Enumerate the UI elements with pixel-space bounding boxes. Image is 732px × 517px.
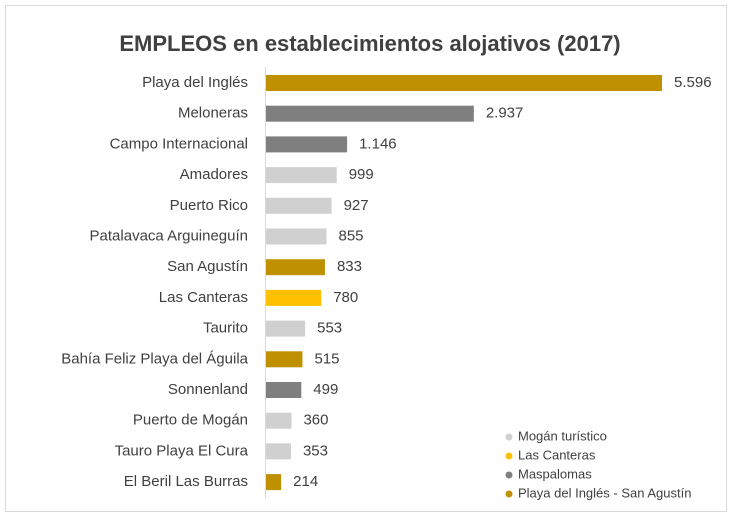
- category-label: Meloneras: [178, 105, 248, 122]
- data-label: 499: [313, 381, 338, 398]
- bar: [266, 136, 348, 153]
- data-label: 1.146: [359, 135, 397, 152]
- data-label: 2.937: [486, 105, 524, 122]
- data-label: 833: [337, 258, 362, 275]
- category-label: San Agustín: [167, 258, 248, 275]
- bar: [266, 443, 291, 460]
- category-label: Sonnenland: [168, 381, 248, 398]
- category-label: Puerto de Mogán: [133, 412, 248, 429]
- legend-marker: [505, 490, 513, 498]
- bar: [266, 382, 302, 398]
- legend-marker: [505, 452, 513, 460]
- data-label: 353: [303, 442, 328, 459]
- category-label: El Beril Las Burras: [124, 473, 248, 490]
- bar: [266, 412, 292, 429]
- category-label: Puerto Rico: [170, 197, 248, 214]
- legend-label: Maspalomas: [518, 466, 592, 481]
- data-label: 515: [314, 350, 339, 367]
- bar: [266, 259, 325, 276]
- legend-label: Mogán turístico: [518, 428, 607, 443]
- bar: [266, 320, 306, 337]
- legend-marker: [505, 471, 513, 479]
- bar: [266, 197, 332, 214]
- category-label: Playa del Inglés: [142, 74, 248, 91]
- category-label: Tauro Playa El Cura: [115, 442, 249, 459]
- category-label: Bahía Feliz Playa del Águila: [61, 350, 248, 367]
- data-label: 214: [293, 473, 318, 490]
- data-label: 553: [317, 320, 342, 337]
- data-label: 5.596: [674, 74, 712, 91]
- bar: [266, 351, 303, 368]
- category-label: Amadores: [180, 166, 248, 183]
- bar: [266, 474, 282, 491]
- legend-marker: [505, 433, 513, 441]
- data-label: 855: [339, 227, 364, 244]
- bar: [266, 105, 474, 122]
- bar: [266, 75, 662, 91]
- data-label: 780: [333, 289, 358, 306]
- bar: [266, 228, 327, 245]
- chart-title: EMPLEOS en establecimientos alojativos (…: [119, 31, 620, 56]
- bar: [266, 289, 322, 306]
- category-label: Campo Internacional: [110, 135, 248, 152]
- data-label: 927: [344, 197, 369, 214]
- category-label: Patalavaca Arguineguín: [90, 227, 248, 244]
- category-label: Taurito: [203, 320, 248, 337]
- data-label: 360: [303, 412, 328, 429]
- data-label: 999: [349, 166, 374, 183]
- category-label: Las Canteras: [159, 289, 248, 306]
- legend-label: Las Canteras: [518, 447, 596, 462]
- bar: [266, 167, 337, 184]
- legend-label: Playa del Inglés - San Agustín: [518, 485, 691, 500]
